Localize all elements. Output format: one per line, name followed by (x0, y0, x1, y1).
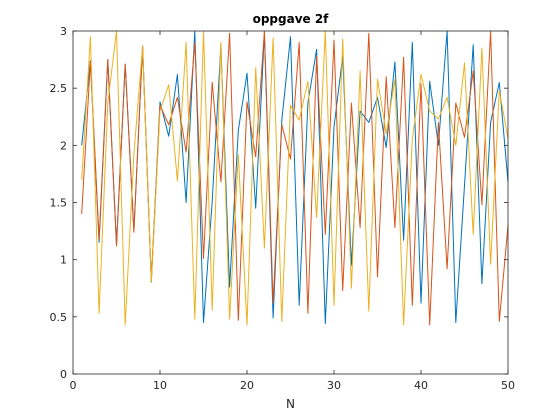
x-tick-label: 40 (414, 379, 428, 392)
x-axis-label: N (286, 397, 295, 411)
x-tick-label: 10 (153, 379, 167, 392)
x-tick-label: 30 (327, 379, 341, 392)
y-tick-label: 1 (60, 254, 67, 267)
y-tick-label: 3 (60, 25, 67, 38)
x-tick-label: 20 (240, 379, 254, 392)
y-tick-label: 2 (60, 139, 67, 152)
x-tick-label: 50 (501, 379, 515, 392)
y-tick-label: 0 (60, 368, 67, 381)
y-tick-label: 2.5 (50, 82, 68, 95)
x-tick-label: 0 (70, 379, 77, 392)
chart-title: oppgave 2f (253, 12, 330, 26)
y-tick-label: 1.5 (50, 197, 68, 210)
y-tick-label: 0.5 (50, 311, 68, 324)
